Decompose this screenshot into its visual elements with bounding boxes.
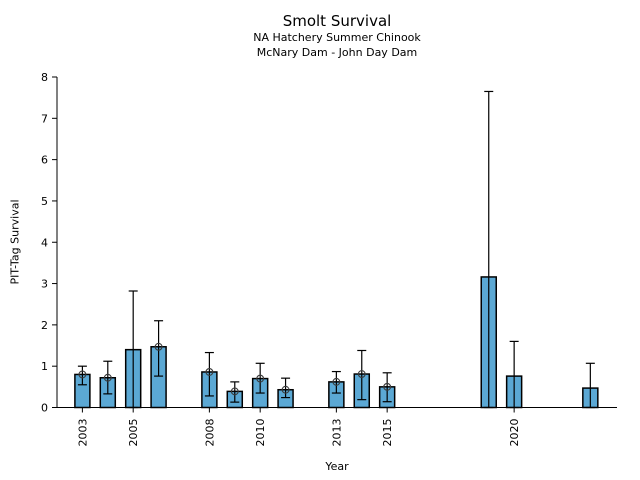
point-marker-2006 xyxy=(154,342,163,351)
x-tick-label-2010: 2010 xyxy=(254,419,267,447)
point-marker-2014 xyxy=(357,370,366,378)
x-tick-label-2008: 2008 xyxy=(203,419,216,447)
point-marker-2010 xyxy=(256,374,265,383)
point-marker-2004 xyxy=(103,373,112,382)
chart-subtitle-reach: McNary Dam - John Day Dam xyxy=(256,46,418,59)
x-tick-label-2013: 2013 xyxy=(330,419,343,447)
y-tick-label-2: 2 xyxy=(41,319,48,332)
y-tick-label-3: 3 xyxy=(41,278,48,291)
point-marker-2003 xyxy=(78,370,87,379)
chart-title: Smolt Survival xyxy=(282,12,392,30)
x-tick-label-2005: 2005 xyxy=(127,419,140,447)
y-tick-label-6: 6 xyxy=(41,154,48,167)
x-tick-label-2003: 2003 xyxy=(76,419,89,447)
point-marker-2013 xyxy=(332,377,341,386)
y-tick-label-7: 7 xyxy=(41,112,48,125)
x-tick-label-2015: 2015 xyxy=(381,419,394,447)
y-tick-label-1: 1 xyxy=(41,360,48,373)
x-tick-label-2020: 2020 xyxy=(508,419,521,447)
y-tick-label-0: 0 xyxy=(41,402,48,415)
point-marker-2015 xyxy=(383,382,392,391)
x-axis-label: Year xyxy=(325,460,349,473)
chart-subtitle-stock: NA Hatchery Summer Chinook xyxy=(253,31,421,44)
y-tick-label-8: 8 xyxy=(41,71,48,84)
y-tick-label-4: 4 xyxy=(41,236,48,249)
y-tick-label-5: 5 xyxy=(41,195,48,208)
point-marker-2009 xyxy=(230,387,239,396)
point-marker-2008 xyxy=(205,368,214,376)
point-marker-2011 xyxy=(281,385,290,394)
